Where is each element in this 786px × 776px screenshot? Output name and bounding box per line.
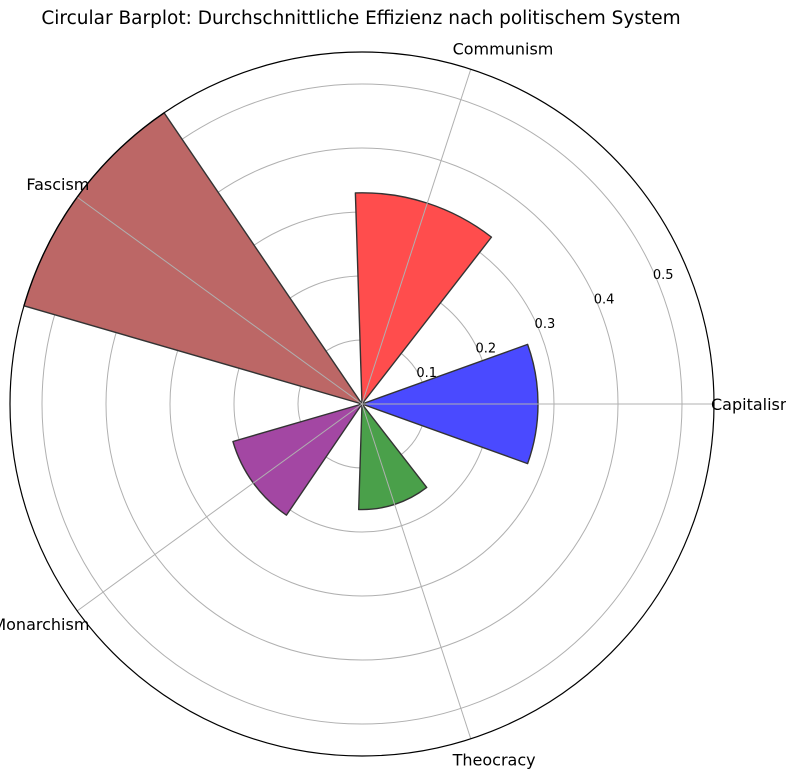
radial-tick-label: 0.3 — [535, 317, 556, 332]
radial-tick-label: 0.2 — [475, 342, 496, 357]
radial-tick-label: 0.1 — [416, 366, 437, 381]
chart-title: Circular Barplot: Durchschnittliche Effi… — [41, 8, 681, 29]
grid-spoke — [361, 403, 472, 739]
bar-layer — [23, 112, 539, 516]
category-label-communism: Communism — [453, 39, 554, 58]
radial-tick-label: 0.5 — [653, 268, 674, 283]
grid-spoke — [76, 196, 363, 405]
bar-monarchism — [232, 403, 363, 516]
outer-frame — [9, 51, 715, 757]
spoke-layer — [76, 69, 714, 739]
grid-spoke — [361, 69, 472, 405]
radial-tick-label: 0.4 — [594, 293, 615, 308]
category-label-fascism: Fascism — [26, 175, 89, 194]
label-layer: Capitalism Communism Fascism Monarchism Theo… — [0, 39, 786, 769]
category-label-theocracy: Theocracy — [452, 751, 536, 770]
category-label-capitalism: Capitalism — [711, 395, 786, 414]
bar-fascism — [23, 112, 363, 405]
grid-spoke — [76, 403, 363, 612]
category-label-monarchism: Monarchism — [0, 615, 89, 634]
